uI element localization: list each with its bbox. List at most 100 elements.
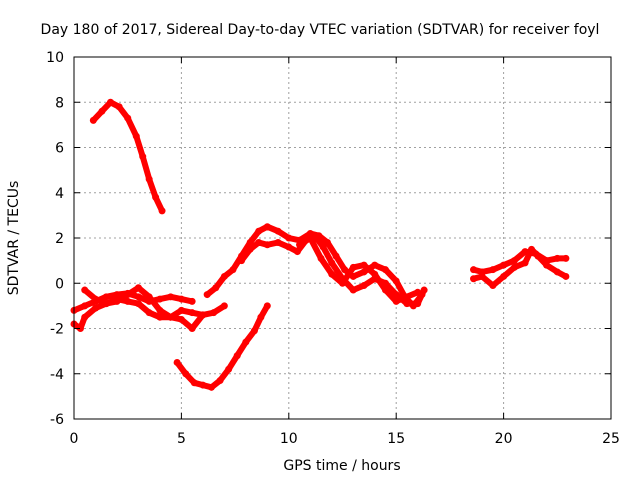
y-tick-label: 4 [55,186,64,202]
data-point [182,370,190,378]
data-point [528,245,536,253]
data-point [81,313,89,321]
data-point [207,383,215,391]
data-point [543,261,551,269]
data-point [414,300,422,308]
series-line [174,302,271,391]
data-point [203,291,211,299]
series-track-g [238,232,428,308]
data-point [470,266,478,274]
data-point [190,379,198,387]
data-point [285,234,293,242]
series-line [90,99,166,214]
data-point [229,266,237,274]
x-tick-label: 0 [70,431,79,447]
data-point [152,193,160,201]
data-point [225,365,233,373]
data-point [156,313,164,321]
data-point [134,284,142,292]
x-tick-label: 10 [280,431,298,447]
data-point [89,116,97,124]
data-point [145,293,153,301]
data-point [521,259,529,267]
data-point [403,293,411,301]
data-point [177,315,185,323]
data-point [306,234,314,242]
data-point [167,293,175,301]
data-point [134,300,142,308]
data-point [403,300,411,308]
data-point [274,227,282,235]
data-point [349,263,357,271]
data-point [145,309,153,317]
data-point [124,291,132,299]
data-point [233,352,241,360]
data-point [285,243,293,251]
data-series [70,98,570,391]
y-tick-label: 6 [55,141,64,157]
data-point [255,239,263,247]
data-point [158,207,166,215]
data-point [341,266,349,274]
data-point [115,103,123,111]
x-tick-label: 25 [602,431,620,447]
data-point [145,175,153,183]
x-axis-label: GPS time / hours [283,458,400,474]
series-track-e [173,302,271,391]
data-point [317,254,325,262]
data-point [510,263,518,271]
data-point [392,277,400,285]
data-point [246,245,254,253]
data-point [210,309,218,317]
data-point [500,272,508,280]
data-point [263,302,271,310]
data-point [510,257,518,265]
series-track-a [89,98,166,215]
data-point [257,313,265,321]
y-tick-label: -2 [50,322,64,338]
data-point [91,304,99,312]
data-point [553,254,561,262]
data-point [188,325,196,332]
data-point [274,239,282,247]
data-point [177,295,185,303]
data-point [107,98,115,106]
data-point [328,270,336,278]
data-point [91,295,99,303]
series-track-j [470,245,570,290]
data-point [199,311,207,319]
data-point [263,241,271,249]
data-point [242,338,250,346]
data-point [220,302,228,310]
x-tick-label: 20 [495,431,513,447]
series-line [71,284,228,332]
data-point [238,257,246,265]
data-point [420,286,428,294]
data-point [167,313,175,321]
data-point [360,261,368,269]
data-point [220,272,228,280]
data-point [360,282,368,290]
data-point [81,302,89,310]
data-point [323,239,331,247]
data-point [113,295,121,303]
data-point [349,286,357,294]
data-point [173,358,181,366]
data-point [156,295,164,303]
series-line [470,248,569,275]
y-tick-label: 8 [55,95,64,111]
y-tick-label: 10 [46,50,64,66]
series-track-h [296,234,422,305]
data-point [102,300,110,308]
data-point [328,259,336,267]
data-point [177,306,185,314]
data-point [500,261,508,269]
data-point [392,297,400,305]
data-point [562,272,570,280]
data-point [188,297,196,305]
data-point [216,377,224,385]
data-point [470,275,478,283]
data-point [381,266,389,274]
data-point [188,309,196,317]
data-point [124,114,132,122]
